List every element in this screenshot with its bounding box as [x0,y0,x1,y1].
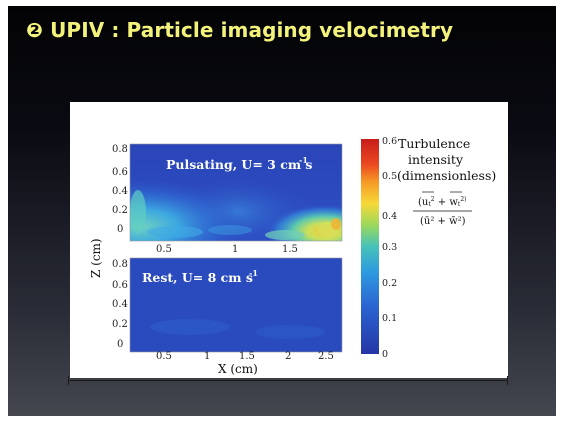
colorbar-tick: 0 [382,349,388,360]
top-panel-title-exp: -1 [299,155,308,165]
x-axis-label: X (cm) [218,362,258,376]
bottom-y-tick: 0 [117,339,123,350]
legend-line-2: intensity [408,152,464,167]
top-y-ticks: 0.8 0.6 0.4 0.2 0 [112,144,128,235]
baseline-tick-right [507,376,508,385]
bottom-panel: Rest, U= 8 cm s -1 0.8 0.6 0.4 0.2 0 0.5… [112,257,343,362]
top-x-tick: 1.5 [282,244,298,255]
bottom-x-tick: 2 [285,351,291,362]
colorbar-tick: 0.2 [382,278,397,289]
baseline-tick-left [68,376,69,385]
bottom-panel-title-exp: -1 [249,268,258,278]
slide-baseline [68,380,508,381]
legend-line-1: Turbulence [398,136,470,151]
bottom-y-tick: 0.8 [112,259,128,270]
legend-formula: (ut2 + wt2) (ū² + w̄²) [413,191,472,227]
top-x-ticks: 0.5 1 1.5 [156,244,298,255]
top-panel: Pulsating, U= 3 cm s -1 0.8 0.6 0.4 0.2 … [112,143,343,255]
colorbar-tick: 0.5 [382,171,397,182]
formula-denominator: (ū² + w̄²) [420,216,466,227]
colorbar: 0.6 0.5 0.4 0.3 0.2 0.1 0 [361,136,397,360]
top-x-tick: 0.5 [156,244,172,255]
top-y-tick: 0.8 [112,144,128,155]
top-x-tick: 1 [232,244,238,255]
turbulence-figure: Pulsating, U= 3 cm s -1 0.8 0.6 0.4 0.2 … [70,102,508,378]
top-y-tick: 0.2 [112,205,128,216]
bottom-x-tick: 1 [204,351,210,362]
bottom-x-tick: 2.5 [318,351,334,362]
slide-title: ❷ UPIV : Particle imaging velocimetry [26,18,454,42]
colorbar-tick: 0.1 [382,313,397,324]
bottom-y-ticks: 0.8 0.6 0.4 0.2 0 [112,259,128,350]
y-axis-label: Z (cm) [89,238,103,278]
colorbar-tick: 0.6 [382,136,397,147]
bottom-y-tick: 0.2 [112,319,128,330]
bottom-y-tick: 0.6 [112,280,128,291]
figure-svg: Pulsating, U= 3 cm s -1 0.8 0.6 0.4 0.2 … [89,136,496,376]
bottom-panel-title: Rest, U= 8 cm s [142,270,253,285]
slide: ❷ UPIV : Particle imaging velocimetry [8,6,556,416]
colorbar-tick: 0.4 [382,211,397,222]
top-panel-title: Pulsating, U= 3 cm s [166,157,312,172]
colorbar-tick: 0.3 [382,242,397,253]
top-y-tick: 0.6 [112,167,128,178]
bottom-x-tick: 1.5 [239,351,255,362]
top-y-tick: 0 [117,224,123,235]
bottom-y-tick: 0.4 [112,299,128,310]
top-y-tick: 0.4 [112,186,128,197]
legend-line-3: (dimensionless) [397,168,496,183]
colorbar-legend: Turbulence intensity (dimensionless) (ut… [397,136,496,227]
colorbar-gradient [361,139,379,354]
bottom-panel-field [130,258,342,352]
bottom-x-ticks: 0.5 1 1.5 2 2.5 [156,351,334,362]
bottom-x-tick: 0.5 [156,351,172,362]
formula-numerator: (ut2 + wt2) [418,196,466,208]
